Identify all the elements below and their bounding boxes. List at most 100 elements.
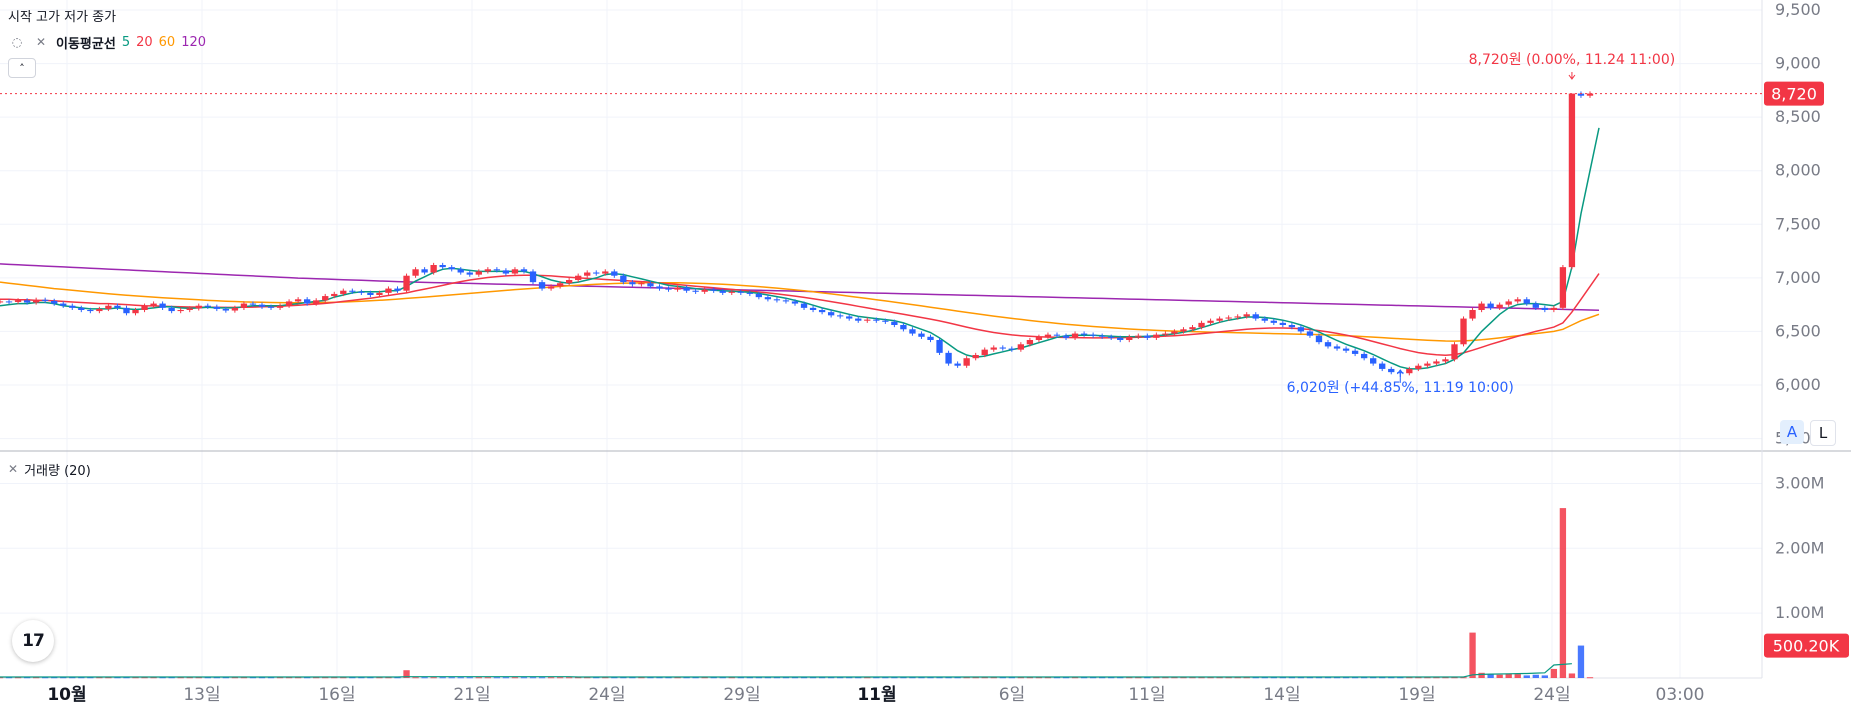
volume-bar: [1550, 668, 1558, 678]
volume-bar: [303, 677, 311, 679]
volume-bar: [150, 677, 157, 679]
candle-body: [692, 290, 699, 292]
tradingview-logo[interactable]: 17: [12, 620, 54, 662]
candle-body: [1126, 336, 1133, 340]
volume-bar: [141, 677, 148, 679]
candle-body: [737, 291, 744, 293]
volume-bar: [475, 677, 482, 679]
volume-bar: [1577, 645, 1585, 678]
candle-body: [1442, 359, 1449, 362]
candle-body: [132, 310, 139, 314]
volume-bar: [484, 677, 492, 679]
volume-bar: [177, 677, 184, 679]
candle-body: [1234, 316, 1241, 318]
volume-bar: [1135, 677, 1142, 679]
volume-bar: [69, 677, 76, 679]
candle-body: [1225, 317, 1232, 319]
auto-scale-label: A: [1786, 423, 1798, 441]
volume-bar: [1487, 674, 1494, 678]
volume-bar: [1406, 677, 1413, 679]
volume-bar: [1379, 677, 1386, 679]
candle-body: [1550, 307, 1558, 310]
candle-body: [909, 329, 916, 334]
candle-body: [1577, 93, 1585, 96]
candle-body: [1505, 301, 1512, 305]
candle-body: [602, 271, 609, 274]
candle-body: [1360, 353, 1368, 359]
candle-body: [51, 300, 58, 304]
volume-bar: [412, 677, 419, 679]
close-icon[interactable]: ✕: [8, 462, 19, 476]
volume-bar: [565, 677, 573, 679]
candle-body: [972, 355, 979, 359]
volume-bar: [1117, 677, 1124, 679]
volume-bar: [132, 677, 139, 679]
volume-bar: [0, 677, 4, 679]
eye-slash-icon[interactable]: ◌: [11, 35, 23, 49]
candle-body: [285, 301, 293, 306]
candle-body: [1288, 325, 1296, 328]
candle-body: [719, 290, 726, 293]
volume-bar: [1306, 677, 1314, 679]
volume-bar: [60, 677, 67, 679]
candle-body: [105, 305, 112, 309]
candle-body: [1351, 350, 1359, 354]
candle-body: [1216, 318, 1223, 321]
volume-bar: [547, 677, 555, 679]
candle-body: [276, 305, 284, 308]
volume-bar: [358, 677, 365, 679]
volume-bar: [791, 677, 799, 679]
volume-bar: [123, 677, 130, 679]
candle-body: [556, 283, 564, 287]
volume-bar: [827, 677, 835, 679]
candle-body: [421, 269, 428, 273]
candle-body: [918, 333, 925, 337]
volume-bar: [927, 677, 934, 679]
volume-bar: [313, 677, 320, 679]
volume-bar: [204, 677, 211, 679]
volume-bar: [159, 677, 166, 679]
candle-body: [1469, 310, 1476, 319]
volume-bar: [809, 677, 817, 679]
volume-bar: [584, 677, 591, 679]
volume-bar: [1216, 677, 1223, 679]
candle-body: [1586, 93, 1594, 96]
candle-body: [1541, 307, 1548, 310]
volume-bar: [5, 677, 13, 679]
candle-body: [1071, 333, 1079, 338]
candle-body: [186, 308, 193, 310]
volume-tick-label: 1.00M: [1775, 603, 1824, 622]
high-arrow-icon: [1568, 72, 1576, 80]
candle-series: [0, 91, 1594, 383]
time-tick-label: 29일: [723, 685, 760, 705]
volume-bar: [1044, 677, 1052, 679]
collapse-legend-button[interactable]: ˄: [8, 58, 36, 78]
candle-body: [403, 275, 410, 291]
volume-bar: [14, 677, 22, 679]
volume-bar: [1035, 677, 1043, 679]
candle-body: [818, 310, 826, 313]
candle-body: [1487, 303, 1494, 308]
volume-bar: [1053, 677, 1061, 679]
log-scale-button[interactable]: L: [1810, 420, 1836, 446]
candle-body: [493, 269, 501, 271]
volume-bar: [755, 677, 763, 679]
volume-bar: [267, 677, 275, 679]
volume-bar: [1089, 677, 1097, 679]
price-tick-label: 6,500: [1775, 321, 1821, 340]
volume-bar: [1568, 673, 1576, 678]
grid-lines: [0, 0, 1762, 678]
auto-scale-button[interactable]: A: [1780, 420, 1804, 444]
last-volume-label: 500.20K: [1773, 637, 1840, 656]
volume-bar: [1370, 677, 1377, 679]
candle-body: [1478, 303, 1485, 310]
volume-bar: [114, 677, 121, 679]
volume-bar: [593, 677, 600, 679]
candle-body: [1035, 336, 1043, 340]
volume-bar: [276, 677, 284, 679]
volume-bar: [837, 677, 844, 679]
candle-body: [565, 280, 573, 284]
candle-body: [1460, 318, 1467, 345]
close-icon[interactable]: ✕: [35, 35, 47, 49]
